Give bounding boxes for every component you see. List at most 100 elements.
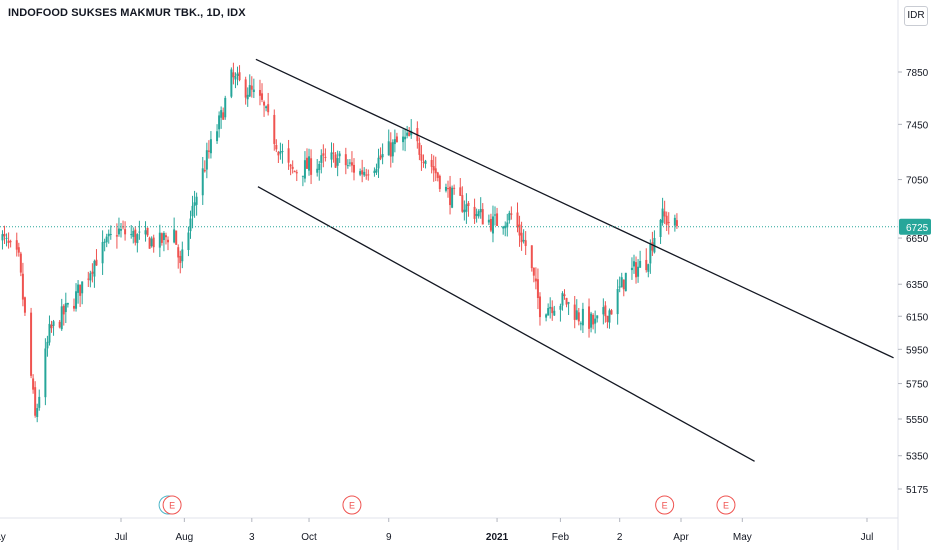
candle-body (81, 281, 84, 294)
earnings-marker[interactable] (655, 495, 675, 515)
candle-body (167, 239, 170, 243)
last-price-line: 6725 (0, 218, 931, 235)
candle-body (590, 313, 593, 328)
candle-body (173, 229, 176, 243)
candle-body (522, 239, 525, 242)
candle-body (377, 157, 380, 169)
candle-body (487, 219, 490, 223)
candle-body (179, 255, 182, 264)
candle-body (334, 154, 337, 168)
candle-body (459, 187, 462, 196)
candle-body (209, 139, 212, 154)
candle-body (630, 267, 633, 271)
candle-body (30, 312, 33, 376)
candle-body (381, 154, 384, 158)
candle-body (91, 271, 94, 274)
candle-body (234, 76, 237, 80)
candle-body (545, 314, 548, 318)
candle-body (236, 73, 239, 76)
candle-body (610, 310, 613, 315)
time-tick-label: May (733, 532, 752, 543)
candle-body (175, 230, 178, 245)
candle-body (504, 225, 507, 229)
candle-body (494, 214, 497, 216)
candle-body (632, 261, 635, 267)
candle-body (181, 249, 184, 262)
candle-body (23, 297, 26, 313)
candle-body (551, 307, 554, 314)
candle-body (64, 303, 67, 313)
last-price-tag (899, 218, 931, 235)
candle-body (316, 168, 319, 173)
candle-body (330, 152, 333, 160)
time-tick-label: Jul (861, 532, 874, 543)
price-tick-label: 5175 (906, 485, 929, 496)
candle-body (250, 85, 253, 90)
candle-body (9, 241, 12, 243)
price-axis: 5175 5350 5550 5750 5950 6150 6350 6650 7050 7450… (897, 0, 929, 550)
candle-body (661, 208, 664, 223)
candle-body (293, 171, 296, 173)
candle-body (52, 321, 55, 326)
candle-body (144, 230, 147, 235)
candle-body (305, 157, 308, 169)
time-axis: May Jul Aug 3 Oct 9 2021 Feb 2 Apr May Jul (0, 517, 898, 543)
candle-body (479, 208, 482, 213)
candle-body (48, 323, 51, 343)
earnings-marker[interactable] (342, 495, 362, 515)
candle-body (117, 228, 120, 235)
candle-body (303, 160, 306, 179)
candle-body (230, 69, 233, 97)
candle-body (534, 278, 537, 282)
candle-body (581, 308, 584, 326)
candle-body (449, 186, 452, 206)
channel-lower-line[interactable] (257, 186, 755, 462)
candle-body (538, 296, 541, 318)
candle-body (58, 321, 61, 328)
candle-body (287, 148, 290, 163)
candle-body (38, 396, 41, 408)
earnings-marker[interactable] (716, 495, 736, 515)
time-tick-label: 2021 (486, 532, 509, 543)
candle-body (162, 232, 165, 241)
chart-title: INDOFOOD SUKSES MAKMUR TBK., 1D, IDX (8, 7, 246, 19)
time-tick-label: 2 (617, 532, 623, 543)
currency-button[interactable]: IDR (904, 6, 928, 26)
candle-body (258, 90, 261, 96)
candle-body (516, 212, 519, 228)
price-tick-label: 5750 (906, 380, 929, 391)
price-tick-label: 5550 (906, 415, 929, 426)
candle-body (105, 236, 108, 243)
candle-body (46, 341, 49, 349)
candle-body (489, 218, 492, 231)
earnings-marker-label: E (662, 501, 668, 511)
candle-body (477, 211, 480, 217)
time-tick-label: 3 (249, 532, 255, 543)
candle-body (277, 152, 280, 156)
candle-body (150, 238, 153, 247)
candle-body (618, 286, 621, 288)
candle-body (573, 304, 576, 320)
candle-body (559, 305, 562, 310)
price-tick-label: 5950 (906, 345, 929, 356)
candle-body (602, 307, 605, 315)
candle-body (588, 306, 591, 329)
candle-body (191, 205, 194, 217)
candle-body (273, 114, 276, 144)
candle-body (635, 262, 638, 278)
candle-body (281, 151, 284, 153)
time-tick-label: Apr (673, 532, 689, 543)
candle-body (604, 305, 607, 317)
channel-upper-line[interactable] (255, 58, 894, 359)
earnings-marker[interactable] (162, 495, 182, 515)
candle-body (438, 175, 441, 190)
candle-body (261, 93, 264, 100)
candle-body (138, 231, 141, 233)
time-tick-label: Jul (115, 532, 128, 543)
candle-body (665, 215, 668, 225)
price-tick-label: 6150 (906, 312, 929, 323)
candle-body (50, 324, 53, 329)
candle-body (359, 171, 362, 175)
